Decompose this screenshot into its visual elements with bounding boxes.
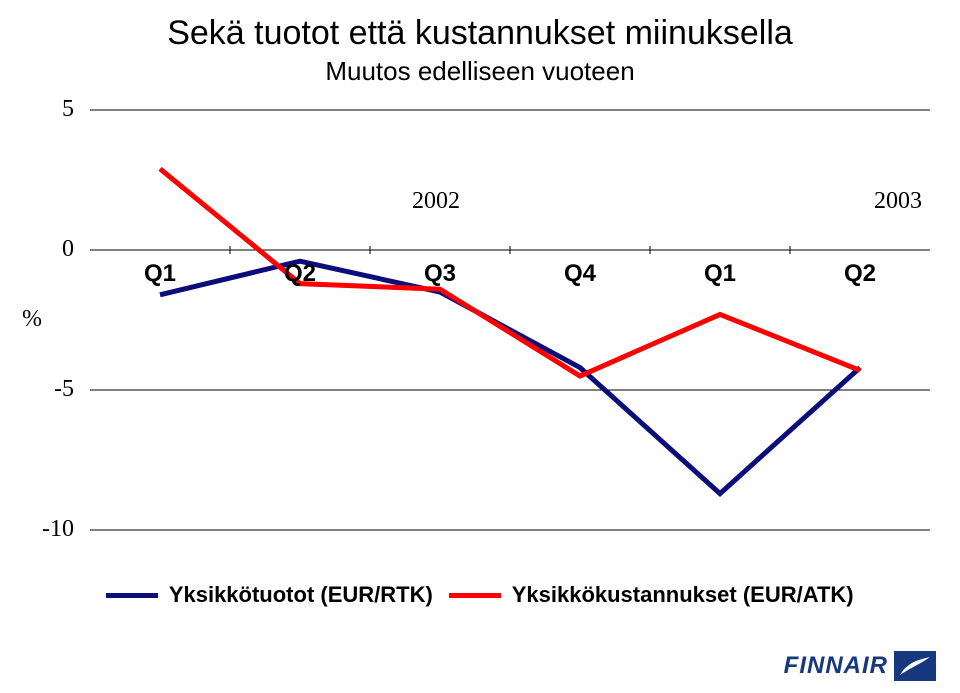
x-tick-label: Q1 bbox=[690, 260, 750, 288]
legend-label-1: Yksikkökustannukset (EUR/ATK) bbox=[512, 582, 854, 608]
x-tick-label: Q1 bbox=[130, 260, 190, 288]
chart-title: Sekä tuotot että kustannukset miinuksell… bbox=[0, 14, 960, 53]
logo-text: FINNAIR bbox=[784, 652, 888, 680]
x-tick-label: Q3 bbox=[410, 260, 470, 288]
y-tick-label: 5 bbox=[24, 96, 74, 123]
y-tick-label: 0 bbox=[24, 236, 74, 263]
legend: Yksikkötuotot (EUR/RTK) Yksikkökustannuk… bbox=[0, 582, 960, 608]
x-tick-label: Q2 bbox=[270, 260, 330, 288]
svg-text:2003: 2003 bbox=[874, 188, 922, 214]
y-tick-label: -10 bbox=[24, 516, 74, 543]
x-tick-label: Q2 bbox=[830, 260, 890, 288]
legend-swatch-0 bbox=[106, 593, 158, 598]
y-axis-unit: % bbox=[14, 306, 50, 333]
y-tick-label: -5 bbox=[24, 376, 74, 403]
legend-label-0: Yksikkötuotot (EUR/RTK) bbox=[169, 582, 433, 608]
chart-area: 20022003 50-5-10%Q1Q2Q3Q4Q1Q2 bbox=[20, 100, 940, 570]
legend-item-0: Yksikkötuotot (EUR/RTK) bbox=[106, 582, 432, 608]
legend-swatch-1 bbox=[449, 593, 501, 598]
legend-item-1: Yksikkökustannukset (EUR/ATK) bbox=[449, 582, 853, 608]
svg-text:2002: 2002 bbox=[412, 188, 460, 214]
logo-icon bbox=[894, 651, 936, 681]
finnair-logo: FINNAIR bbox=[784, 651, 936, 681]
x-tick-label: Q4 bbox=[550, 260, 610, 288]
chart-subtitle: Muutos edelliseen vuoteen bbox=[0, 56, 960, 87]
chart-svg: 2002 2003 bbox=[20, 100, 940, 570]
slide: Sekä tuotot että kustannukset miinuksell… bbox=[0, 0, 960, 693]
